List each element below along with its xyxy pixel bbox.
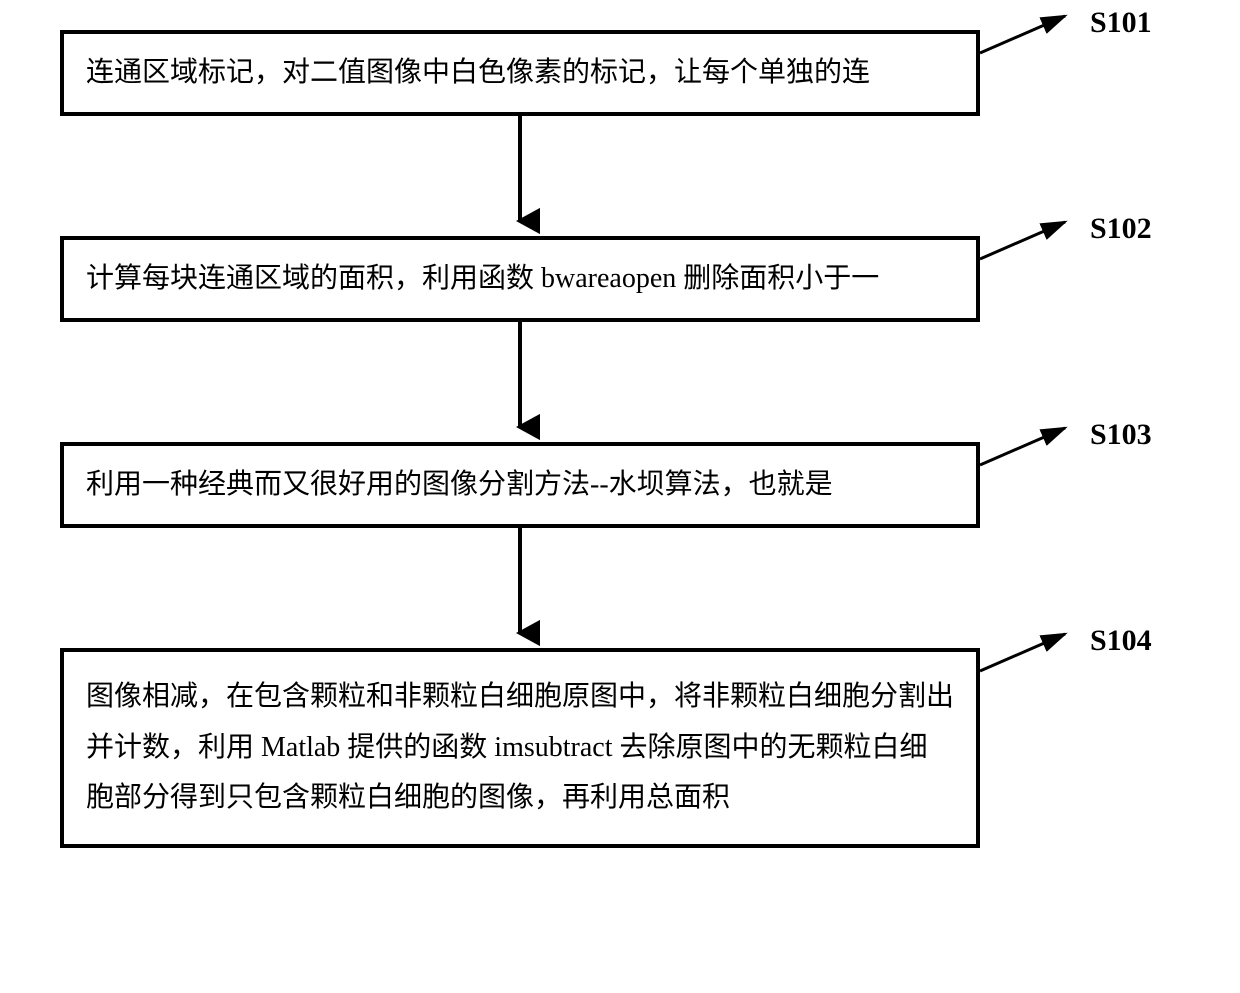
step-1-label-arrow	[970, 8, 1080, 68]
step-2-container: 计算每块连通区域的面积，利用函数 bwareaopen 删除面积小于一 S102	[60, 236, 1180, 322]
step-2-label: S102	[1090, 212, 1152, 246]
arrow-2-3	[60, 322, 980, 442]
step-2-label-arrow	[970, 214, 1080, 274]
flowchart-container: 连通区域标记，对二值图像中白色像素的标记，让每个单独的连 S101 计算每块连通…	[60, 30, 1180, 848]
arrow-3-4	[60, 528, 980, 648]
step-3-box: 利用一种经典而又很好用的图像分割方法--水坝算法，也就是	[60, 442, 980, 528]
step-1-label: S101	[1090, 6, 1152, 40]
step-1-container: 连通区域标记，对二值图像中白色像素的标记，让每个单独的连 S101	[60, 30, 1180, 116]
step-3-label: S103	[1090, 418, 1152, 452]
arrow-1-2	[60, 116, 980, 236]
step-4-label: S104	[1090, 624, 1152, 658]
step-3-container: 利用一种经典而又很好用的图像分割方法--水坝算法，也就是 S103	[60, 442, 1180, 528]
step-4-box: 图像相减，在包含颗粒和非颗粒白细胞原图中，将非颗粒白细胞分割出并计数，利用 Ma…	[60, 648, 980, 848]
step-4-container: 图像相减，在包含颗粒和非颗粒白细胞原图中，将非颗粒白细胞分割出并计数，利用 Ma…	[60, 648, 1180, 848]
step-2-text: 计算每块连通区域的面积，利用函数 bwareaopen 删除面积小于一	[86, 254, 879, 304]
step-3-label-arrow	[970, 420, 1080, 480]
step-3-text: 利用一种经典而又很好用的图像分割方法--水坝算法，也就是	[86, 460, 833, 510]
step-4-label-arrow	[970, 626, 1080, 686]
step-2-box: 计算每块连通区域的面积，利用函数 bwareaopen 删除面积小于一	[60, 236, 980, 322]
step-1-box: 连通区域标记，对二值图像中白色像素的标记，让每个单独的连	[60, 30, 980, 116]
step-4-text: 图像相减，在包含颗粒和非颗粒白细胞原图中，将非颗粒白细胞分割出并计数，利用 Ma…	[86, 672, 954, 823]
step-1-text: 连通区域标记，对二值图像中白色像素的标记，让每个单独的连	[86, 48, 870, 98]
